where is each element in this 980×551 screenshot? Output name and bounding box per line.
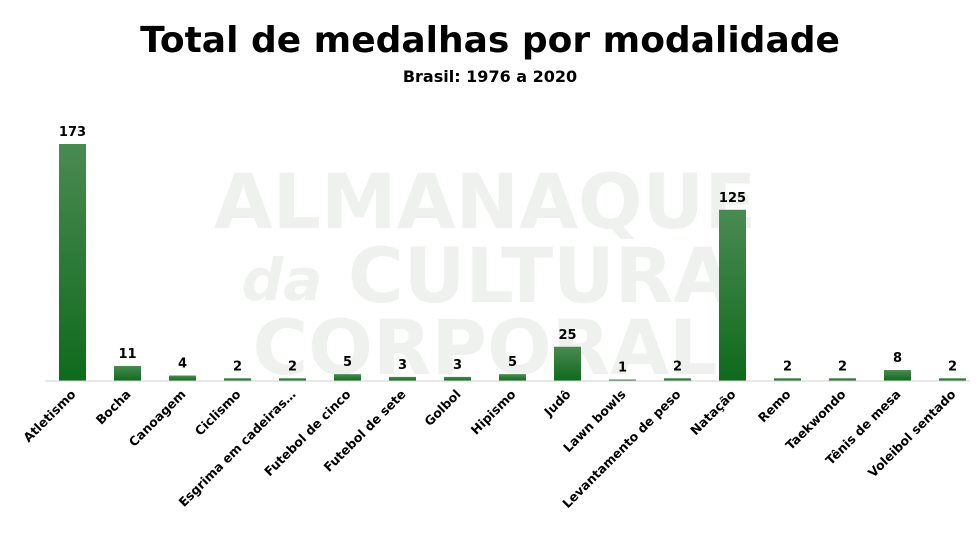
watermark-script: da bbox=[242, 246, 323, 314]
value-label-14: 2 bbox=[838, 359, 847, 374]
category-label-12: Natação bbox=[687, 386, 739, 438]
bars-group bbox=[59, 144, 966, 381]
bar-4 bbox=[279, 378, 306, 381]
bar-3 bbox=[224, 378, 251, 381]
bar-7 bbox=[444, 376, 471, 381]
bar-2 bbox=[169, 375, 196, 381]
watermark-line-2: CULTURA bbox=[348, 231, 732, 320]
value-label-7: 3 bbox=[453, 358, 462, 373]
bar-0 bbox=[59, 144, 86, 381]
value-label-11: 2 bbox=[673, 359, 682, 374]
bar-8 bbox=[499, 374, 526, 381]
category-label-8: Hipismo bbox=[468, 386, 519, 437]
value-label-8: 5 bbox=[508, 355, 517, 370]
value-label-9: 25 bbox=[558, 328, 576, 343]
value-label-10: 1 bbox=[618, 361, 627, 376]
category-label-7: Golbol bbox=[421, 387, 463, 429]
chart-subtitle: Brasil: 1976 a 2020 bbox=[403, 67, 577, 86]
bar-13 bbox=[774, 378, 801, 381]
category-label-3: Ciclismo bbox=[192, 386, 244, 438]
value-label-15: 8 bbox=[893, 351, 902, 366]
value-label-6: 3 bbox=[398, 358, 407, 373]
value-label-3: 2 bbox=[233, 359, 242, 374]
category-label-1: Bocha bbox=[93, 387, 134, 428]
bar-5 bbox=[334, 374, 361, 381]
value-label-5: 5 bbox=[343, 355, 352, 370]
bar-15 bbox=[884, 370, 911, 381]
bar-10 bbox=[609, 379, 636, 381]
bar-6 bbox=[389, 376, 416, 381]
chart-title: Total de medalhas por modalidade bbox=[140, 20, 840, 61]
value-label-0: 173 bbox=[59, 125, 86, 140]
value-label-16: 2 bbox=[948, 359, 957, 374]
watermark-line-3: CORPORAL bbox=[253, 303, 718, 392]
category-label-11: Levantamento de peso bbox=[559, 386, 684, 511]
category-label-2: Canoagem bbox=[126, 387, 189, 450]
category-label-0: Atletismo bbox=[20, 386, 79, 445]
category-label-13: Remo bbox=[755, 386, 794, 425]
bar-1 bbox=[114, 365, 141, 381]
value-label-2: 4 bbox=[178, 357, 187, 372]
value-label-12: 125 bbox=[719, 191, 746, 206]
bar-11 bbox=[664, 378, 691, 381]
value-label-4: 2 bbox=[288, 359, 297, 374]
bar-12 bbox=[719, 209, 746, 381]
value-label-13: 2 bbox=[783, 359, 792, 374]
bar-9 bbox=[554, 346, 581, 381]
watermark: ALMANAQUE da CULTURA CORPORAL bbox=[214, 157, 756, 392]
value-label-1: 11 bbox=[118, 347, 136, 362]
bar-14 bbox=[829, 378, 856, 381]
bar-16 bbox=[939, 378, 966, 381]
watermark-line-1: ALMANAQUE bbox=[214, 157, 756, 246]
